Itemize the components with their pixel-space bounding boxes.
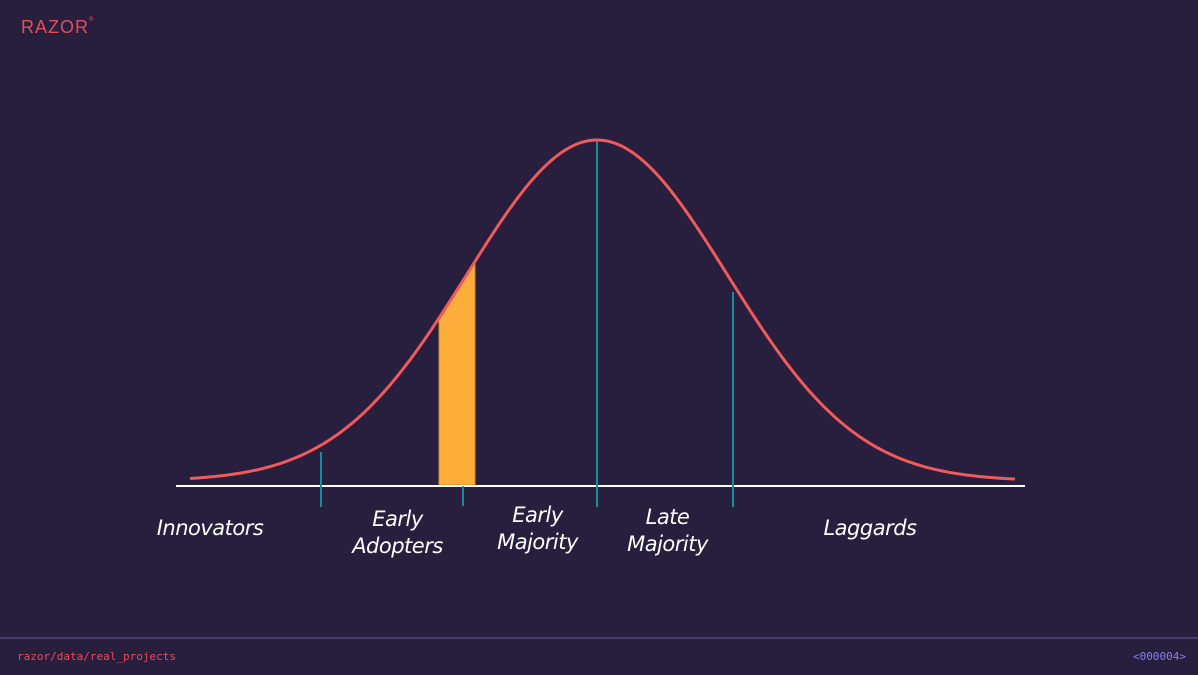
logo-text: RAZOR (21, 17, 89, 37)
razor-logo: RAZOR® (21, 17, 94, 38)
footer-path: razor/data/real_projects (17, 650, 176, 663)
label-late-majority: Late Majority (627, 505, 708, 556)
label-laggards: Laggards (823, 516, 917, 540)
label-innovators: Innovators (156, 516, 264, 540)
highlight-region (438, 259, 476, 486)
page-number: <000004> (1133, 650, 1186, 663)
logo-mark: ® (89, 17, 95, 23)
label-early-majority: Early Majority (497, 503, 578, 554)
label-early-adopters: Early Adopters (352, 507, 443, 558)
footer-divider (0, 637, 1198, 639)
bell-curve (189, 138, 1016, 481)
